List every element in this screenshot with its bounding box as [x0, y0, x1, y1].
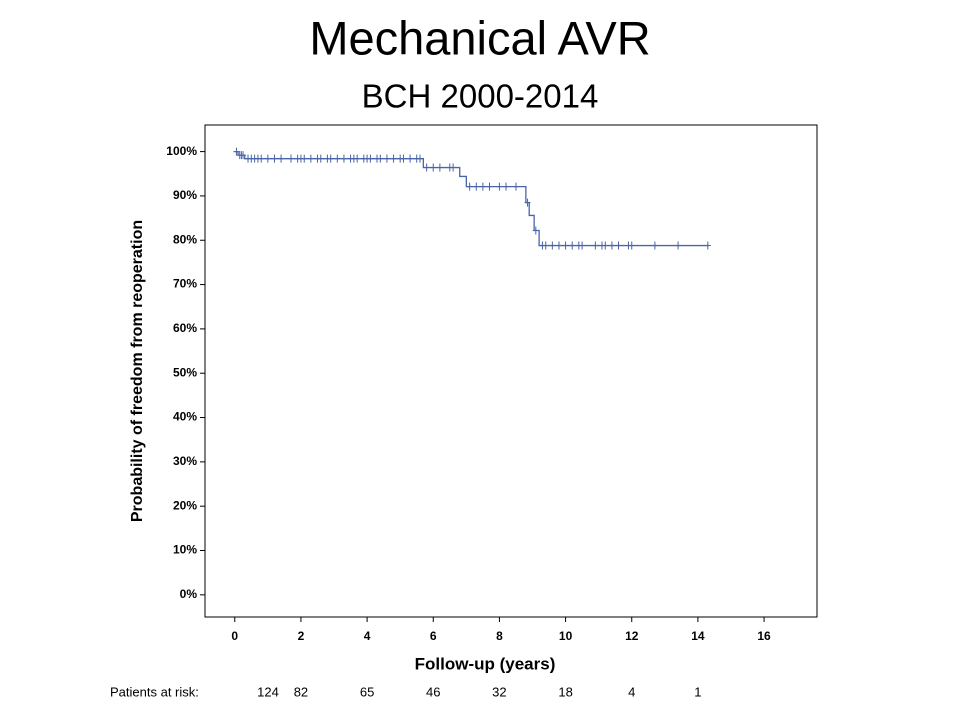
censor-mark	[608, 241, 615, 250]
chart-title: Mechanical AVR	[309, 11, 650, 64]
censor-mark	[240, 151, 247, 160]
censor-mark	[430, 163, 437, 172]
censor-mark	[400, 154, 407, 163]
censor-mark	[615, 241, 622, 250]
y-tick-label: 0%	[180, 587, 198, 601]
y-tick-label: 30%	[173, 454, 197, 468]
y-tick-label: 40%	[173, 410, 197, 424]
y-axis-label: Probability of freedom from reoperation	[129, 220, 146, 522]
risk-value: 4	[628, 684, 635, 699]
censor-mark	[264, 154, 271, 163]
censor-mark	[651, 241, 658, 250]
risk-value: 82	[294, 684, 308, 699]
censor-mark	[562, 241, 569, 250]
censor-mark	[317, 154, 324, 163]
y-tick-label: 20%	[173, 498, 197, 512]
censor-mark	[532, 226, 539, 235]
censor-mark	[334, 154, 341, 163]
censor-mark	[436, 163, 443, 172]
censor-mark	[301, 154, 308, 163]
risk-value: 124	[257, 684, 279, 699]
censor-mark	[390, 154, 397, 163]
y-tick-label: 50%	[173, 365, 197, 379]
censor-mark	[512, 182, 519, 191]
plot-frame	[204, 124, 818, 618]
y-tick-label: 90%	[173, 188, 197, 202]
risk-value: 65	[360, 684, 374, 699]
censor-mark	[496, 182, 503, 191]
censor-mark	[354, 154, 361, 163]
censor-mark	[524, 198, 531, 207]
censor-mark	[503, 182, 510, 191]
y-tick-label: 100%	[166, 144, 197, 158]
x-tick-label: 8	[496, 629, 503, 643]
x-tick-label: 4	[364, 629, 371, 643]
censor-mark	[704, 241, 711, 250]
censor-mark	[486, 182, 493, 191]
censor-mark	[555, 241, 562, 250]
censor-mark	[383, 154, 390, 163]
x-axis-label: Follow-up (years)	[415, 654, 556, 673]
censor-mark	[549, 241, 556, 250]
risk-value: 32	[492, 684, 506, 699]
survival-curve	[234, 150, 708, 247]
x-tick-label: 6	[430, 629, 437, 643]
censor-mark	[233, 147, 240, 156]
x-tick-label: 14	[691, 629, 705, 643]
risk-value: 18	[558, 684, 572, 699]
censor-mark	[271, 154, 278, 163]
risk-value: 1	[694, 684, 701, 699]
x-tick-label: 2	[298, 629, 305, 643]
censor-mark	[466, 182, 473, 191]
censor-mark	[602, 241, 609, 250]
censor-mark	[327, 154, 334, 163]
censor-mark	[579, 241, 586, 250]
chart-subtitle: BCH 2000-2014	[362, 78, 599, 115]
censor-mark	[307, 154, 314, 163]
y-tick-label: 60%	[173, 321, 197, 335]
censor-mark	[258, 154, 265, 163]
x-tick-label: 0	[231, 629, 238, 643]
censor-mark	[278, 154, 285, 163]
censor-mark	[628, 241, 635, 250]
x-tick-label: 10	[559, 629, 573, 643]
censor-mark	[542, 241, 549, 250]
x-tick-label: 16	[757, 629, 771, 643]
censor-mark	[423, 163, 430, 172]
risk-label: Patients at risk:	[110, 684, 199, 699]
y-tick-label: 80%	[173, 232, 197, 246]
censor-mark	[407, 154, 414, 163]
censor-mark	[675, 241, 682, 250]
censor-mark	[377, 154, 384, 163]
censor-mark	[288, 154, 295, 163]
censor-mark	[367, 154, 374, 163]
risk-value: 46	[426, 684, 440, 699]
censor-mark	[417, 154, 424, 163]
x-tick-label: 12	[625, 629, 639, 643]
censor-mark	[473, 182, 480, 191]
censor-mark	[340, 154, 347, 163]
y-tick-label: 70%	[173, 277, 197, 291]
y-tick-label: 10%	[173, 543, 197, 557]
censor-mark	[592, 241, 599, 250]
censor-mark	[450, 163, 457, 172]
censor-mark	[569, 241, 576, 250]
censor-mark	[479, 182, 486, 191]
